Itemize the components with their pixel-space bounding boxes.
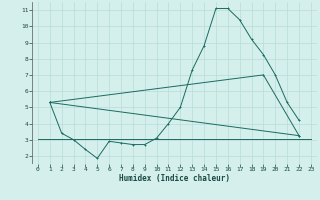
X-axis label: Humidex (Indice chaleur): Humidex (Indice chaleur) <box>119 174 230 183</box>
